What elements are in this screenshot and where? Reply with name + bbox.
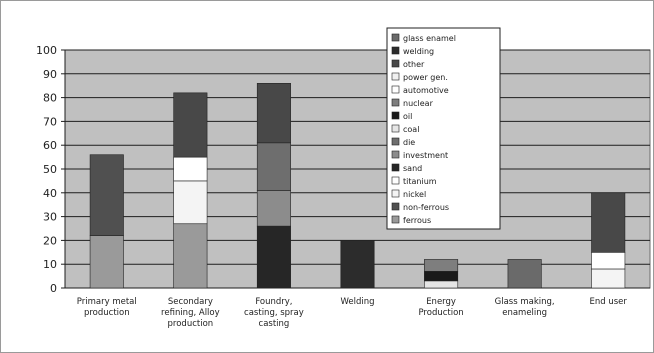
- x-category-label: Secondary: [168, 297, 213, 307]
- x-category-label: Glass making,: [495, 297, 555, 307]
- x-category-label: Energy: [426, 297, 456, 307]
- x-category-label: End user: [590, 297, 628, 307]
- legend-swatch: [391, 163, 400, 172]
- x-category-label: refining, Alloy: [161, 308, 220, 318]
- bar-segment-titanium-1: [173, 156, 208, 182]
- y-tick-label: 50: [43, 163, 57, 176]
- legend-swatch: [391, 85, 400, 94]
- bar-segment-investment-2: [256, 190, 291, 227]
- legend-label: non-ferrous: [403, 203, 449, 212]
- legend-label: oil: [403, 112, 412, 121]
- bar-segment-sand-2: [256, 225, 291, 289]
- x-category-label: production: [168, 319, 214, 329]
- legend-label: other: [403, 60, 425, 69]
- legend-label: nuclear: [403, 99, 434, 108]
- legend-label: power gen.: [403, 73, 448, 82]
- legend-label: die: [403, 138, 415, 147]
- x-category-label: Primary metal: [77, 297, 137, 307]
- x-category-label: casting, spray: [244, 308, 304, 318]
- legend-label: nickel: [403, 190, 426, 199]
- y-tick-label: 20: [43, 234, 57, 247]
- bar-segment-other-6: [591, 192, 626, 253]
- y-tick-label: 90: [43, 68, 57, 81]
- bar-segment-titanium-6: [591, 252, 626, 270]
- legend-label: titanium: [403, 177, 437, 186]
- legend-label: sand: [403, 164, 422, 173]
- y-tick-label: 70: [43, 115, 57, 128]
- x-category-label: Welding: [340, 297, 374, 307]
- legend-label: ferrous: [403, 216, 431, 225]
- y-tick-label: 100: [36, 44, 57, 57]
- bar-segment-nickel-1: [173, 180, 208, 225]
- legend-box: [386, 27, 501, 230]
- legend-swatch: [391, 150, 400, 159]
- legend-swatch: [391, 137, 400, 146]
- legend-swatch: [391, 33, 400, 42]
- bar-segment-die-2: [256, 142, 291, 191]
- y-tick-label: 40: [43, 187, 57, 200]
- legend-swatch: [391, 46, 400, 55]
- legend-swatch: [391, 215, 400, 224]
- x-category-label: enameling: [502, 308, 547, 318]
- bar-segment-non-ferrous-0: [89, 154, 124, 236]
- legend-label: coal: [403, 125, 419, 134]
- bar-segment-nickel-6: [591, 268, 626, 289]
- legend-swatch: [391, 189, 400, 198]
- legend-label: investment: [403, 151, 448, 160]
- legend-swatch: [391, 111, 400, 120]
- legend-swatch: [391, 72, 400, 81]
- x-category-label: casting: [259, 319, 290, 329]
- legend-swatch: [391, 124, 400, 133]
- bar-segment-nuclear-4: [424, 259, 459, 272]
- legend-label: welding: [403, 47, 434, 56]
- legend-swatch: [391, 202, 400, 211]
- legend-swatch: [391, 98, 400, 107]
- legend-swatch: [391, 176, 400, 185]
- bar-segment-other-1: [173, 92, 208, 158]
- y-tick-label: 30: [43, 211, 57, 224]
- bar-segment-other-2: [256, 83, 291, 144]
- x-category-label: Production: [418, 308, 463, 318]
- bar-segment-coal-4: [424, 280, 459, 289]
- bar-segment-ferrous-1: [173, 223, 208, 289]
- bar-segment-ferrous-0: [89, 235, 124, 289]
- bar-segment-glass-enamel-5: [507, 259, 542, 289]
- y-tick-label: 10: [43, 258, 57, 271]
- y-tick-label: 80: [43, 92, 57, 105]
- legend-label: glass enamel: [403, 34, 456, 43]
- y-tick-label: 0: [50, 282, 57, 295]
- y-tick-label: 60: [43, 139, 57, 152]
- bar-segment-welding-3: [340, 240, 375, 289]
- legend-swatch: [391, 59, 400, 68]
- x-category-label: production: [84, 308, 130, 318]
- legend-label: automotive: [403, 86, 449, 95]
- bar-segment-oil-4: [424, 271, 459, 282]
- x-category-label: Foundry,: [255, 297, 292, 307]
